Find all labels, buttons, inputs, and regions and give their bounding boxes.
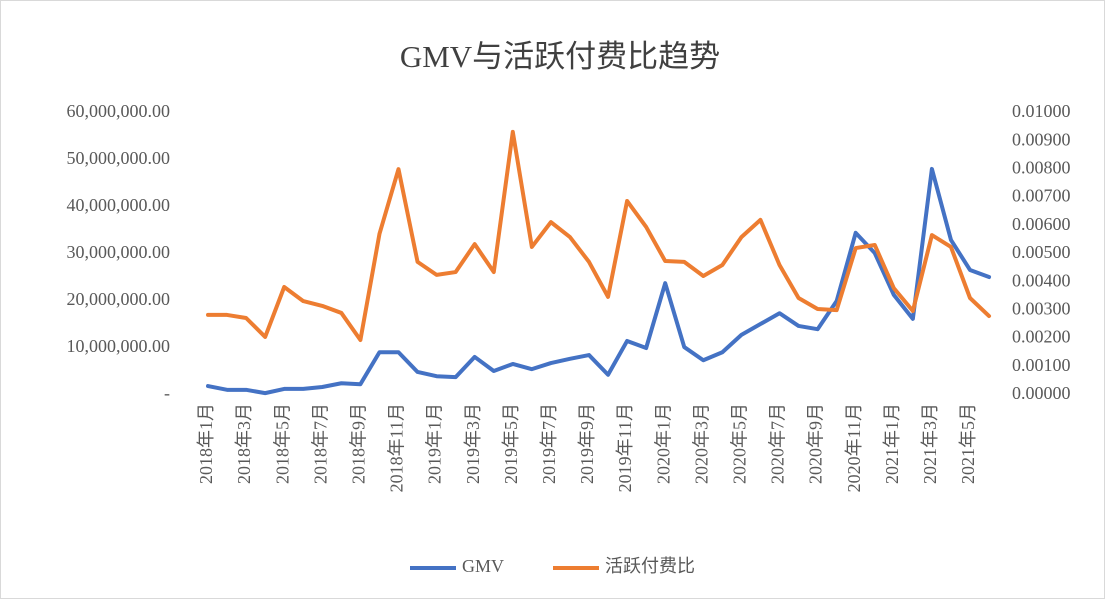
y-tick-label: 30,000,000.00 (67, 242, 171, 262)
y-tick-label: 10,000,000.00 (67, 336, 171, 356)
y2-tick-label: 0.00900 (1012, 129, 1071, 149)
x-tick-label: 2019年5月 (501, 403, 521, 484)
x-tick-label: 2018年5月 (272, 403, 292, 484)
y2-tick-label: 0.00500 (1012, 242, 1071, 262)
y2-tick-label: 0.00200 (1012, 327, 1071, 347)
series-line (206, 166, 992, 396)
y2-tick-label: 0.00600 (1012, 214, 1071, 234)
series-line (206, 129, 992, 343)
legend-label: 活跃付费比 (605, 556, 695, 576)
x-tick-label: 2020年7月 (768, 403, 788, 484)
x-tick-label: 2020年11月 (844, 403, 864, 492)
y-tick-label: - (164, 383, 170, 403)
y2-tick-label: 0.00000 (1012, 383, 1071, 403)
x-tick-label: 2018年3月 (234, 403, 254, 484)
x-tick-label: 2018年11月 (387, 403, 407, 492)
x-tick-label: 2019年9月 (577, 403, 597, 484)
y-tick-label: 60,000,000.00 (67, 101, 171, 121)
x-tick-label: 2019年1月 (425, 403, 445, 484)
x-tick-label: 2020年1月 (653, 403, 673, 484)
x-tick-label: 2021年1月 (882, 403, 902, 484)
chart-title: GMV与活跃付费比趋势 (400, 39, 720, 74)
y-tick-label: 50,000,000.00 (67, 148, 171, 168)
y2-tick-label: 0.00400 (1012, 270, 1071, 290)
x-tick-label: 2018年7月 (310, 403, 330, 484)
x-tick-label: 2020年5月 (730, 403, 750, 484)
x-tick-label: 2018年9月 (349, 403, 369, 484)
y2-tick-label: 0.00100 (1012, 355, 1071, 375)
x-tick-label: 2018年1月 (196, 403, 216, 484)
x-tick-label: 2021年3月 (920, 403, 940, 484)
x-tick-label: 2021年5月 (958, 403, 978, 484)
y2-tick-label: 0.01000 (1012, 101, 1071, 121)
y2-tick-label: 0.00700 (1012, 186, 1071, 206)
x-tick-label: 2019年7月 (539, 403, 559, 484)
y-tick-label: 20,000,000.00 (67, 289, 171, 309)
y2-tick-label: 0.00300 (1012, 299, 1071, 319)
x-tick-label: 2020年9月 (806, 403, 826, 484)
y-tick-label: 40,000,000.00 (67, 195, 171, 215)
y2-tick-label: 0.00800 (1012, 158, 1071, 178)
legend-label: GMV (462, 556, 504, 576)
x-tick-label: 2019年3月 (463, 403, 483, 484)
x-tick-label: 2020年3月 (691, 403, 711, 484)
x-tick-label: 2019年11月 (615, 403, 635, 492)
